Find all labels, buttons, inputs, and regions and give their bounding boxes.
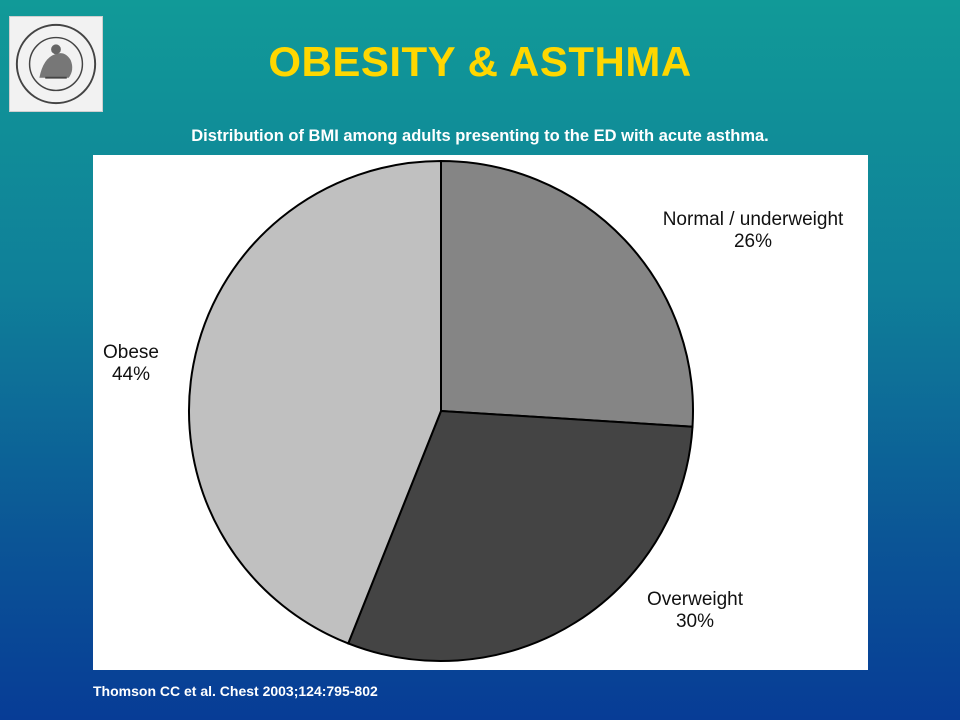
citation: Thomson CC et al. Chest 2003;124:795-802 (93, 683, 378, 699)
university-seal-logo (9, 16, 103, 112)
slide-title: OBESITY & ASTHMA (268, 38, 692, 85)
slice-value-obese: 44% (112, 364, 150, 385)
chart-subtitle: Distribution of BMI among adults present… (191, 127, 769, 145)
slice-label-obese: Obese (103, 342, 159, 363)
slice-value-normal-underweight: 26% (734, 231, 772, 252)
pie-slice-overweight (346, 409, 694, 662)
pie-slice-obese (188, 159, 442, 645)
pie-chart-panel: Normal / underweight 26% Overweight 30% Obes… (93, 155, 868, 670)
slice-label-normal-underweight: Normal / underweight (663, 209, 844, 230)
seal-icon (15, 23, 97, 105)
slice-label-overweight: Overweight (647, 589, 744, 610)
pie-slice-normal-underweight (440, 159, 694, 428)
slice-value-overweight: 30% (676, 611, 714, 632)
